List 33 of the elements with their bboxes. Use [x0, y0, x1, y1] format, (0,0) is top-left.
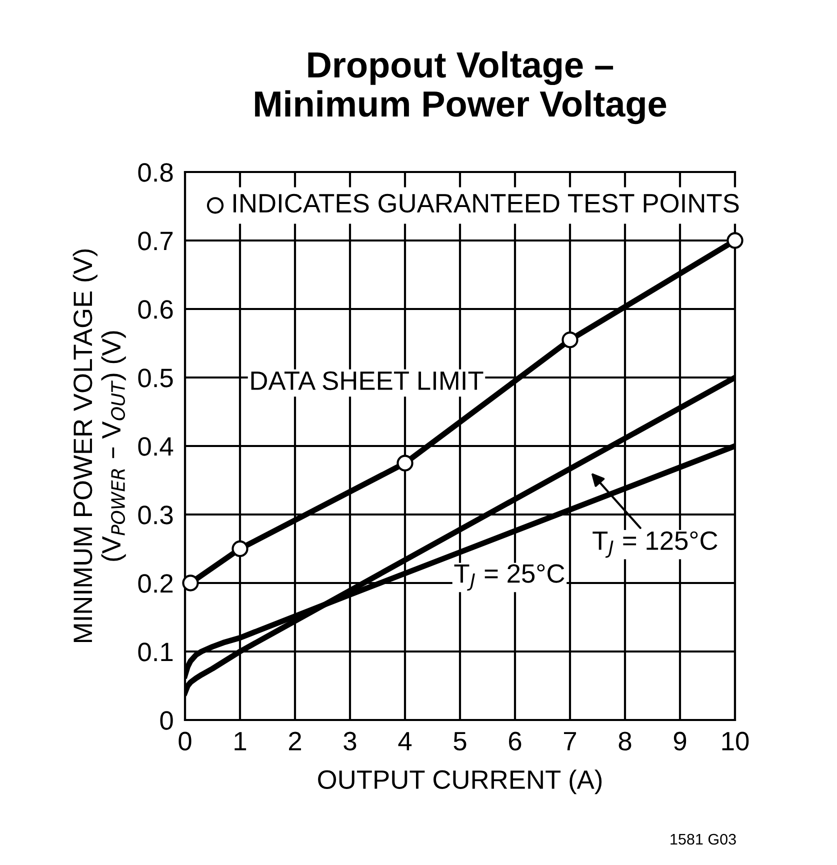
point: [726, 232, 744, 249]
x-tick-label: 5: [454, 732, 466, 750]
y-tick-label: 0.2: [138, 574, 173, 593]
text: 1581 G03: [670, 834, 736, 845]
x-axis-title: OUTPUT CURRENT (A): [318, 770, 602, 794]
chart-title: Dropout Voltage – Minimum Power Voltage: [255, 51, 666, 124]
x-tick-label: 3: [344, 732, 356, 750]
point: [232, 540, 248, 558]
y-tick-label: 0.6: [138, 300, 173, 319]
y-tick-label: 0.7: [138, 232, 173, 250]
x-tick-label: 1: [234, 732, 246, 750]
point: [562, 331, 578, 348]
x-tick-label: 2: [288, 732, 302, 750]
x-tick-label: 0: [178, 732, 192, 750]
y-tick-label: 0.4: [138, 437, 174, 456]
x-tick-label: 7: [564, 732, 576, 750]
annotation: T$_{J}$ = 125°C: [592, 531, 718, 558]
y-axis-title: MINIMUM POWER VOLTAGE (V) (V$_{POWER}$ – V$_{OUT}$) (V): [72, 249, 126, 642]
x-tick-label: 9: [674, 732, 686, 750]
y-tick-label: 0.5: [138, 368, 173, 388]
x-tick-label: 4: [398, 732, 412, 750]
y-tick-label: 0: [160, 711, 173, 730]
y-tick-label: 0.1: [138, 642, 173, 662]
annotation: T$_{J}$ = 25°C: [454, 564, 564, 591]
x-tick-label: 10: [722, 732, 749, 750]
annotation: DATA SHEET LIMIT: [251, 371, 484, 390]
x-tick-label: 8: [618, 732, 632, 750]
point: [396, 454, 414, 472]
legend-label: INDICATES GUARANTEED TEST POINTS: [234, 194, 739, 213]
y-tick-label: 0.8: [138, 163, 173, 182]
point: [182, 574, 199, 592]
y-tick-label: 0.3: [138, 506, 173, 524]
x-tick-label: 6: [509, 732, 522, 750]
